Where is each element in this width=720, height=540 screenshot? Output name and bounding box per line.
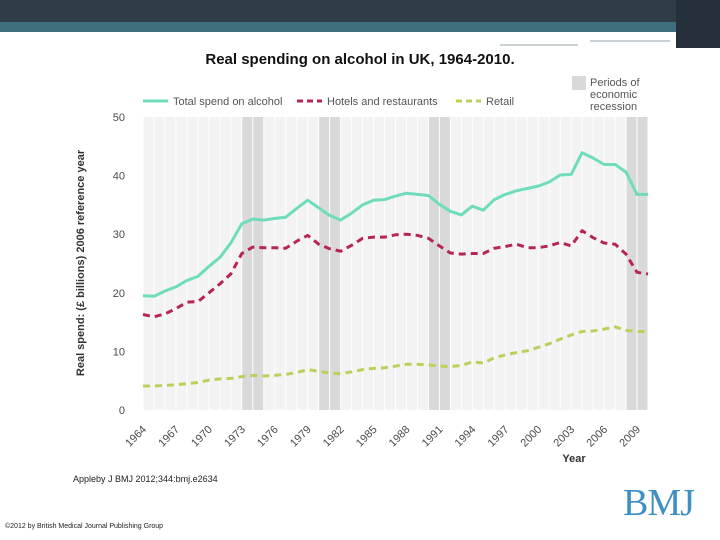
- x-tick-label: 1964: [123, 424, 149, 450]
- x-tick-label: 1991: [420, 424, 446, 450]
- y-tick-label: 0: [119, 405, 125, 417]
- series-line-total-spend-on-alcohol: [142, 151, 648, 298]
- x-tick-label: 1997: [486, 424, 512, 450]
- slide-header-corner: [676, 0, 720, 48]
- citation-text: Appleby J BMJ 2012;344:bmj.e2634: [73, 474, 218, 484]
- x-tick-label: 1985: [354, 424, 380, 450]
- slide-header-bar: [0, 0, 720, 22]
- slide-title: Real spending on alcohol in UK, 1964-201…: [205, 51, 515, 68]
- y-tick-label: 30: [113, 229, 125, 241]
- y-axis-label: Real spend: (£ billions) 2006 reference …: [75, 149, 87, 376]
- legend-label-recession: recession: [590, 101, 637, 113]
- decorative-line: [500, 44, 578, 46]
- x-tick-label: 1982: [321, 424, 347, 450]
- x-tick-label: 1973: [222, 424, 248, 450]
- x-tick-label: 2003: [551, 424, 577, 450]
- x-tick-label: 1979: [288, 424, 314, 450]
- legend-label: Retail: [486, 96, 514, 108]
- series-line-retail: [143, 325, 648, 388]
- legend-label-recession: economic: [590, 89, 638, 101]
- decorative-line: [590, 40, 670, 42]
- copyright-text: ©2012 by British Medical Journal Publish…: [5, 523, 164, 530]
- legend-label-recession: Periods of: [590, 77, 640, 89]
- legend-swatch-recession: [572, 76, 586, 90]
- x-tick-label: 1988: [387, 424, 413, 450]
- bmj-logo: BMJ: [623, 482, 695, 524]
- x-axis-label: Year: [562, 453, 586, 465]
- x-tick-label: 2000: [519, 424, 545, 450]
- y-tick-label: 40: [113, 171, 125, 183]
- y-tick-label: 50: [113, 112, 125, 124]
- x-tick-label: 2009: [617, 424, 643, 450]
- x-tick-label: 1976: [255, 424, 281, 450]
- legend-label: Hotels and restaurants: [327, 96, 438, 108]
- x-tick-label: 1970: [189, 424, 215, 450]
- slide-header-accent-bar: [0, 22, 720, 32]
- x-tick-label: 2006: [584, 424, 610, 450]
- y-tick-label: 20: [113, 288, 125, 300]
- legend-label: Total spend on alcohol: [173, 96, 282, 108]
- y-tick-label: 10: [113, 346, 125, 358]
- series-line-hotels-and-restaurants: [142, 229, 649, 319]
- x-tick-label: 1967: [156, 424, 182, 450]
- x-tick-label: 1994: [453, 424, 479, 450]
